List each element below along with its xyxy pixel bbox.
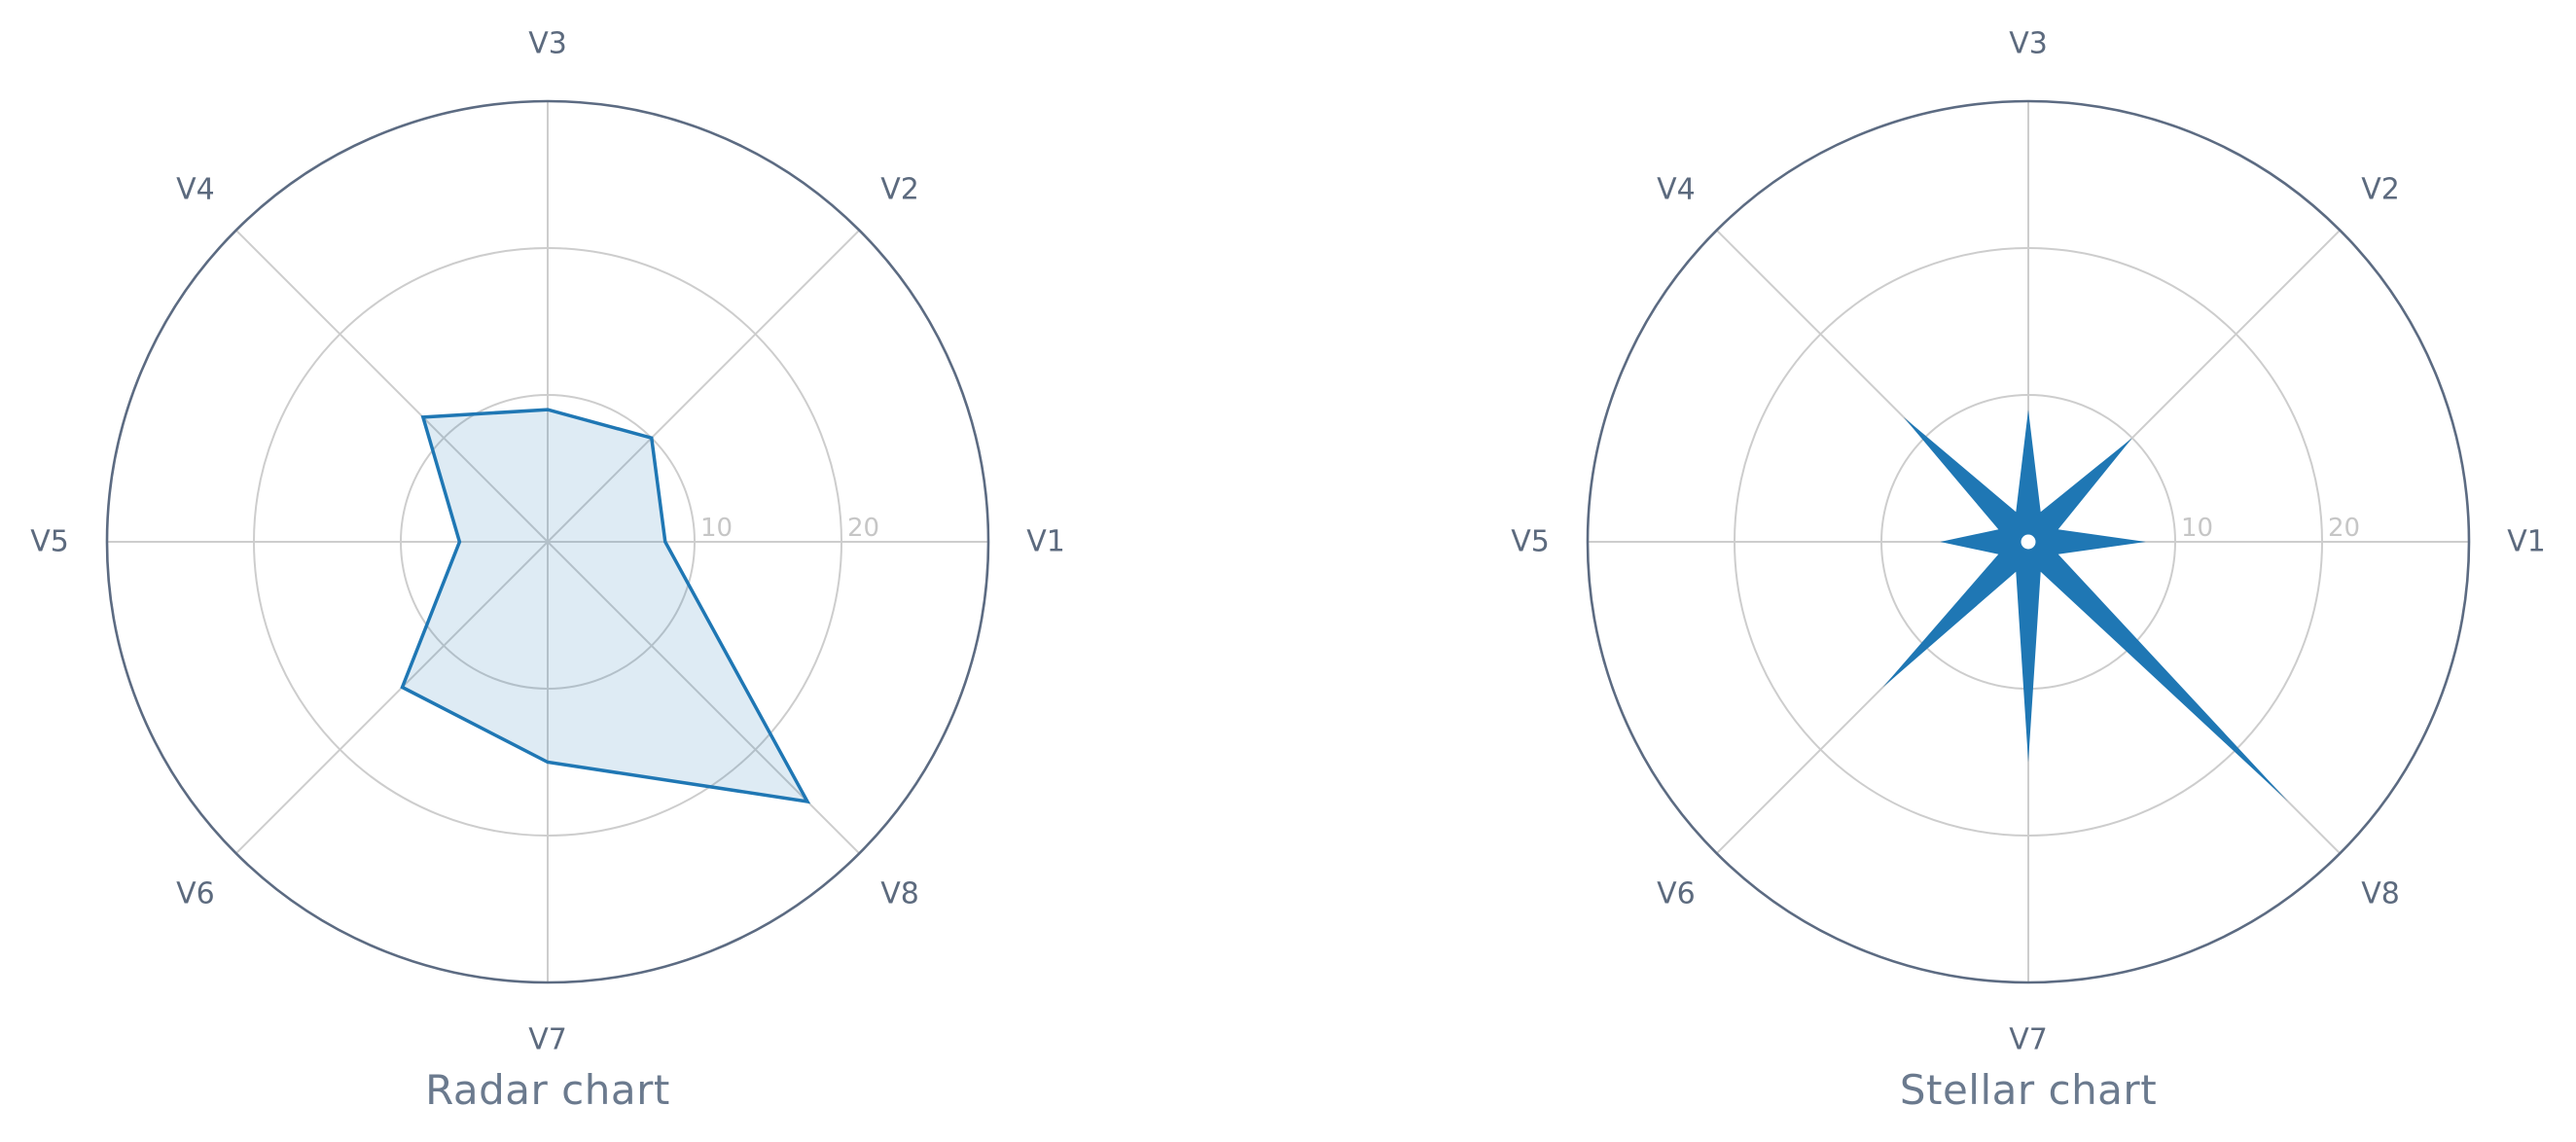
axis-label: V5 <box>1511 525 1550 559</box>
radial-tick-label: 20 <box>2328 514 2360 543</box>
axis-label: V6 <box>1657 877 1696 911</box>
axis-label: V1 <box>1026 525 1065 559</box>
axis-label: V2 <box>880 172 919 206</box>
polar-outer-ring <box>1586 99 2471 984</box>
polar-grid-circle <box>253 247 842 837</box>
axis-label: V8 <box>2361 877 2400 911</box>
axis-label: V2 <box>2361 172 2400 206</box>
radial-tick-label: 10 <box>700 514 733 543</box>
radar-chart-title: Radar chart <box>425 1066 670 1114</box>
axis-label: V5 <box>30 525 69 559</box>
polar-outer-ring <box>105 99 990 984</box>
polar-spoke <box>234 229 549 543</box>
radar-chart-canvas: 10 20 V1 V2 V3 V4 V5 V6 V7 V8 <box>30 27 1065 1057</box>
stellar-chart-figure: 10 20 V1 V2 V3 V4 V5 V6 V7 V8 Stellar chart <box>1288 0 2576 1142</box>
axis-label: V6 <box>176 877 215 911</box>
axis-label: V4 <box>1657 172 1696 206</box>
radar-polygon <box>400 408 811 804</box>
stellar-center-dot <box>2021 534 2036 550</box>
polar-spoke <box>547 229 861 543</box>
axis-label: V7 <box>528 1023 567 1057</box>
radial-tick-label: 10 <box>2181 514 2213 543</box>
polar-grid-circle <box>1734 247 2323 837</box>
polar-grid-circle <box>400 394 696 690</box>
axis-label: V3 <box>2009 27 2048 61</box>
polar-spoke <box>234 541 549 855</box>
axis-label: V7 <box>2009 1023 2048 1057</box>
axis-label: V4 <box>176 172 215 206</box>
axis-label: V8 <box>880 877 919 911</box>
axis-label: V1 <box>2507 525 2546 559</box>
stellar-star <box>1882 410 2288 802</box>
radar-chart-figure: 10 20 V1 V2 V3 V4 V5 V6 V7 V8 Radar chart <box>30 27 1065 1115</box>
axis-label: V3 <box>528 27 567 61</box>
stellar-chart-title: Stellar chart <box>1899 1066 2158 1114</box>
radial-tick-label: 20 <box>847 514 879 543</box>
stellar-chart-canvas: 10 20 V1 V2 V3 V4 V5 V6 V7 V8 <box>1511 27 2546 1057</box>
